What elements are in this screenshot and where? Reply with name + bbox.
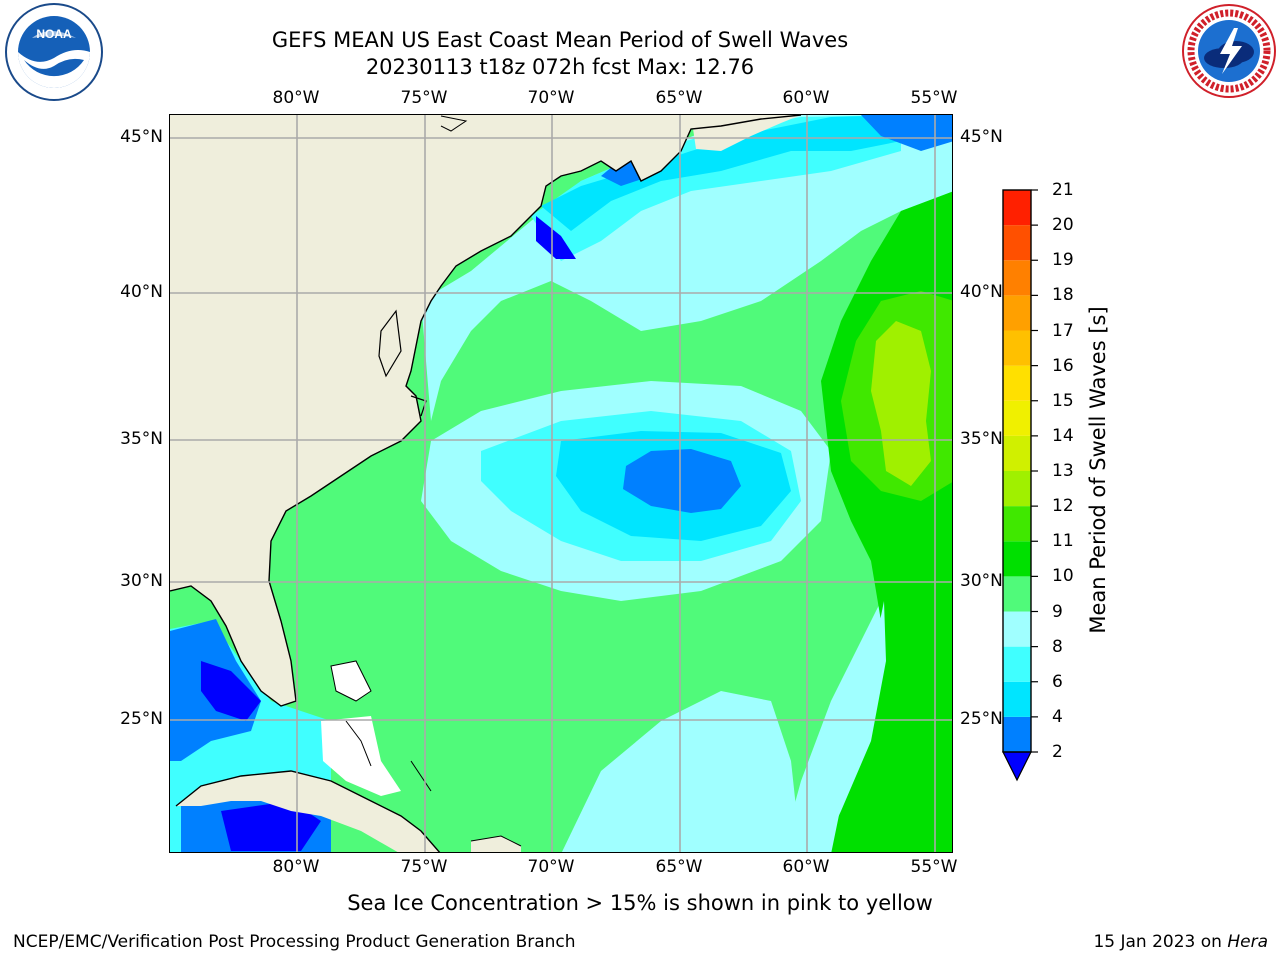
- lat-label-left: 25°N: [120, 709, 163, 729]
- field-6-8: [531, 115, 901, 261]
- lat-label-left: 40°N: [120, 282, 163, 302]
- colorbar-tick-label: 16: [1052, 355, 1074, 376]
- lon-label-top: 55°W: [910, 88, 958, 108]
- graticule: [170, 115, 952, 852]
- lat-label-right: 30°N: [960, 571, 1003, 591]
- coastline-bahamas: [410, 760, 432, 792]
- colorbar-segment: [1003, 365, 1031, 401]
- colorbar-segment: [1003, 435, 1031, 471]
- lon-label-top: 75°W: [400, 88, 448, 108]
- field-lt-2: [536, 216, 576, 259]
- coastline-chesapeake: [378, 309, 402, 378]
- nws-logo: [1182, 4, 1276, 98]
- field-8-9: [421, 115, 952, 421]
- colorbar-tick-label: 8: [1052, 636, 1063, 657]
- colorbar-segment: [1003, 400, 1031, 436]
- lon-label-bottom: 65°W: [655, 857, 703, 877]
- colorbar-segment: [1003, 225, 1031, 261]
- field-12-13: [871, 321, 931, 486]
- colorbar-segment: [1003, 646, 1031, 682]
- lon-label-bottom: 70°W: [527, 857, 575, 877]
- noaa-logo: NOAA: [5, 3, 103, 101]
- colorbar-tick-label: 18: [1052, 285, 1074, 306]
- colorbar-tick-label: 21: [1052, 180, 1074, 200]
- coastline-cuba: [175, 770, 441, 852]
- field-2-4: [861, 115, 952, 151]
- field-lt-2: [201, 661, 261, 721]
- lon-label-top: 70°W: [527, 88, 575, 108]
- colorbar-segment: [1003, 681, 1031, 717]
- colorbar-segment: [1003, 190, 1031, 226]
- footer-credit: NCEP/EMC/Verification Post Processing Pr…: [13, 932, 576, 952]
- colorbar-segment: [1003, 471, 1031, 507]
- land-cuba: [176, 771, 440, 852]
- colorbar-tick-label: 17: [1052, 320, 1074, 341]
- colorbar-tick-label: 15: [1052, 390, 1074, 411]
- colorbar-segment: [1003, 716, 1031, 752]
- colorbar-segment: [1003, 260, 1031, 296]
- lon-label-top: 60°W: [782, 88, 830, 108]
- footer-machine: Hera: [1227, 932, 1268, 952]
- lon-label-top: 80°W: [272, 88, 320, 108]
- colorbar-tick-label: 20: [1052, 215, 1074, 236]
- colorbar-tick-label: 6: [1052, 671, 1063, 692]
- colorbar-tick-label: 10: [1052, 566, 1074, 587]
- map-canvas: [170, 115, 952, 852]
- lon-label-bottom: 75°W: [400, 857, 448, 877]
- lon-label-top: 65°W: [655, 88, 703, 108]
- map-panel: [169, 114, 953, 853]
- chart-title: GEFS MEAN US East Coast Mean Period of S…: [271, 28, 849, 52]
- lat-label-right: 45°N: [960, 127, 1003, 147]
- colorbar-tick-label: 9: [1052, 601, 1063, 622]
- coastline-bahamas: [330, 660, 372, 702]
- colorbar-segment: [1003, 611, 1031, 647]
- lat-label-left: 45°N: [120, 127, 163, 147]
- colorbar-tick-label: 13: [1052, 461, 1074, 481]
- lat-label-left: 30°N: [120, 571, 163, 591]
- colorbar-under-extension: [1002, 751, 1032, 782]
- colorbar-tick-label: 12: [1052, 496, 1074, 517]
- land-north-america: [170, 115, 801, 706]
- coastline: [170, 115, 802, 707]
- colorbar-segment: [1003, 541, 1031, 577]
- coastline-bahamas: [345, 720, 372, 767]
- sea-ice-note: Sea Ice Concentration > 15% is shown in …: [347, 891, 933, 915]
- colorbar: [1002, 189, 1038, 782]
- colorbar-title: Mean Period of Swell Waves [s]: [1086, 306, 1110, 634]
- lat-label-right: 35°N: [960, 429, 1003, 449]
- field-8-9: [561, 691, 801, 852]
- lat-label-right: 40°N: [960, 282, 1003, 302]
- field-4-6: [541, 115, 901, 231]
- lat-label-right: 25°N: [960, 709, 1003, 729]
- lon-label-bottom: 55°W: [910, 857, 958, 877]
- land-maritimes: [691, 115, 801, 151]
- colorbar-tick-label: 19: [1052, 250, 1074, 271]
- lon-label-bottom: 60°W: [782, 857, 830, 877]
- lat-label-left: 35°N: [120, 429, 163, 449]
- coastline-outer-banks: [410, 395, 427, 417]
- footer-date: 15 Jan 2023 on Hera: [1093, 932, 1268, 952]
- field-8-9: [801, 601, 886, 852]
- coastline-gulf-st-lawrence: [440, 115, 468, 132]
- field-lt-2: [221, 801, 321, 851]
- colorbar-segment: [1003, 576, 1031, 612]
- coastline-hispaniola: [470, 835, 522, 847]
- colorbar-segment: [1003, 506, 1031, 542]
- colorbar-segment: [1003, 295, 1031, 331]
- colorbar-tick-label: 2: [1052, 742, 1063, 762]
- colorbar-segment: [1003, 330, 1031, 366]
- chart-subtitle: 20230113 t18z 072h fcst Max: 12.76: [365, 55, 755, 79]
- bahamas-banks: [321, 716, 401, 796]
- lon-label-bottom: 80°W: [272, 857, 320, 877]
- colorbar-tick-label: 14: [1052, 425, 1074, 446]
- noaa-logo-text: NOAA: [36, 27, 72, 41]
- colorbar-tick-label: 11: [1052, 531, 1074, 552]
- footer-date-text: 15 Jan 2023 on: [1093, 932, 1222, 952]
- colorbar-tick-label: 4: [1052, 706, 1063, 727]
- field-2-4: [623, 449, 741, 513]
